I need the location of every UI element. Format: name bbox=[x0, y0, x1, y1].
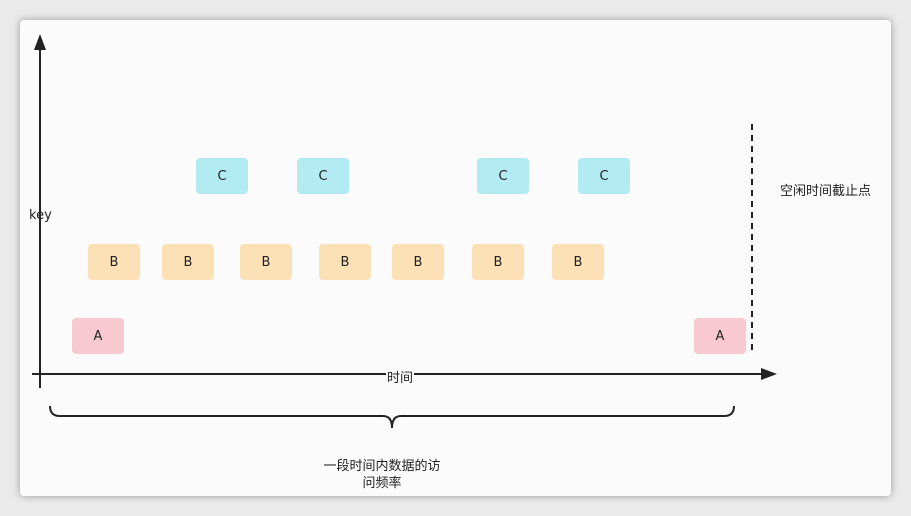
y-axis-arrow bbox=[34, 34, 46, 50]
x-axis-label: 时间 bbox=[386, 367, 415, 386]
frequency-label-line1: 一段时间内数据的访 bbox=[323, 459, 441, 474]
access-a-1: A bbox=[72, 318, 124, 354]
cutoff-label: 空闲时间截止点 bbox=[780, 184, 872, 199]
access-b-3: B bbox=[240, 244, 292, 280]
access-b-5: B bbox=[392, 244, 444, 280]
access-b-1: B bbox=[88, 244, 140, 280]
access-b-6: B bbox=[472, 244, 524, 280]
access-b-2: B bbox=[162, 244, 214, 280]
access-c-2: C bbox=[297, 158, 349, 194]
access-a-2: A bbox=[694, 318, 746, 354]
access-c-1: C bbox=[196, 158, 248, 194]
frequency-label-line2: 问频率 bbox=[362, 476, 402, 491]
access-c-4: C bbox=[578, 158, 630, 194]
x-axis-arrow bbox=[761, 368, 777, 380]
access-c-3: C bbox=[477, 158, 529, 194]
time-range-brace bbox=[49, 405, 735, 429]
y-axis-label: key bbox=[29, 208, 52, 223]
access-b-7: B bbox=[552, 244, 604, 280]
access-b-4: B bbox=[319, 244, 371, 280]
